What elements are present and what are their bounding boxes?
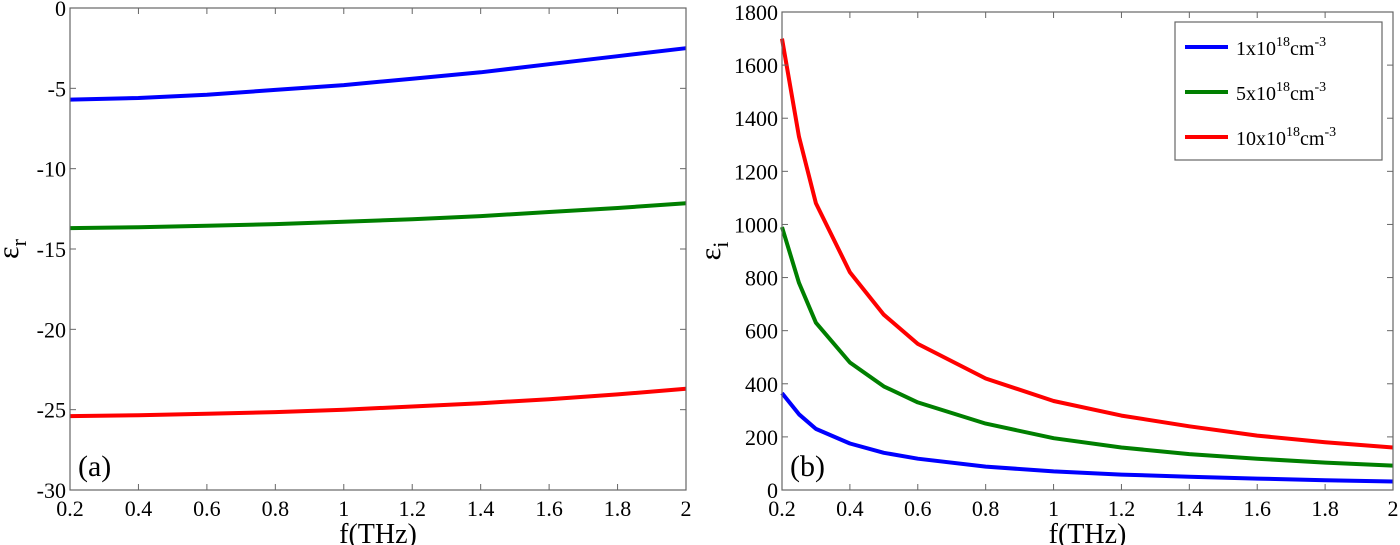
legend-entry: 5x1018cm-3 xyxy=(1236,80,1326,105)
y-tick-label: 1800 xyxy=(734,0,778,25)
x-tick-label: 0.6 xyxy=(904,496,932,521)
series-line-0 xyxy=(69,46,687,102)
x-tick-label: 0.6 xyxy=(193,496,221,521)
x-tick-label: 0.4 xyxy=(836,496,864,521)
x-tick-label: 0.8 xyxy=(262,496,290,521)
x-tick-label: 2 xyxy=(1388,496,1399,521)
axes-frame xyxy=(781,11,1394,491)
series-line-2 xyxy=(69,386,687,419)
y-tick-label: 600 xyxy=(745,319,778,344)
x-tick-label: 0.8 xyxy=(972,496,1000,521)
y-tick-label: 0 xyxy=(55,0,66,21)
y-tick-label: -30 xyxy=(37,478,66,503)
x-tick-label: 2 xyxy=(681,496,692,521)
y-tick-label: 1600 xyxy=(734,53,778,78)
panel-label: (a) xyxy=(78,450,111,483)
x-tick-label: 1.2 xyxy=(398,496,426,521)
y-tick-label: -15 xyxy=(37,237,66,262)
y-tick-label: 400 xyxy=(745,372,778,397)
x-tick-label: 1.4 xyxy=(467,496,495,521)
x-tick-label: 0.2 xyxy=(56,496,84,521)
x-tick-label: 1.8 xyxy=(1311,496,1339,521)
y-tick-label: 200 xyxy=(745,425,778,450)
x-tick-label: 1.6 xyxy=(535,496,563,521)
x-tick-label: 1 xyxy=(338,496,349,521)
x-tick-label: 1.4 xyxy=(1176,496,1204,521)
x-tick-label: 1.6 xyxy=(1243,496,1271,521)
y-tick-label: -10 xyxy=(37,157,66,182)
y-axis-label: εi xyxy=(694,242,733,261)
panel-label: (b) xyxy=(790,450,825,483)
subplot-a: 0.2 0.4 0.6 0.8 1 1.2 1.4 1.6 1.8 2 0 -5 -10 -15 -20 -2… xyxy=(0,0,692,545)
x-axis-label: f(THz) xyxy=(339,519,417,545)
series-line-1 xyxy=(780,226,1394,468)
subplot-b: 0.2 0.4 0.6 0.8 1 1.2 1.4 1.6 1.8 2 0 200 400 600 800 1… xyxy=(694,0,1399,545)
series-line-1 xyxy=(69,201,687,231)
x-axis-label: f(THz) xyxy=(1049,519,1127,545)
y-tick-label: -5 xyxy=(48,76,66,101)
y-tick-label: -25 xyxy=(37,398,66,423)
y-axis-label: εr xyxy=(0,238,31,259)
series-line-0 xyxy=(780,391,1394,484)
y-tick-label: 800 xyxy=(745,266,778,291)
series-line-2 xyxy=(780,38,1394,450)
x-tick-label: 1 xyxy=(1048,496,1059,521)
x-tick-label: 0.2 xyxy=(768,496,796,521)
y-tick-label: 1000 xyxy=(734,212,778,237)
x-tick-label: 1.2 xyxy=(1108,496,1136,521)
x-tick-label: 0.4 xyxy=(125,496,153,521)
y-tick-label: 0 xyxy=(767,478,778,503)
y-tick-label: 1200 xyxy=(734,159,778,184)
y-tick-label: 1400 xyxy=(734,106,778,131)
y-tick-label: -20 xyxy=(37,317,66,342)
x-tick-label: 1.8 xyxy=(604,496,632,521)
